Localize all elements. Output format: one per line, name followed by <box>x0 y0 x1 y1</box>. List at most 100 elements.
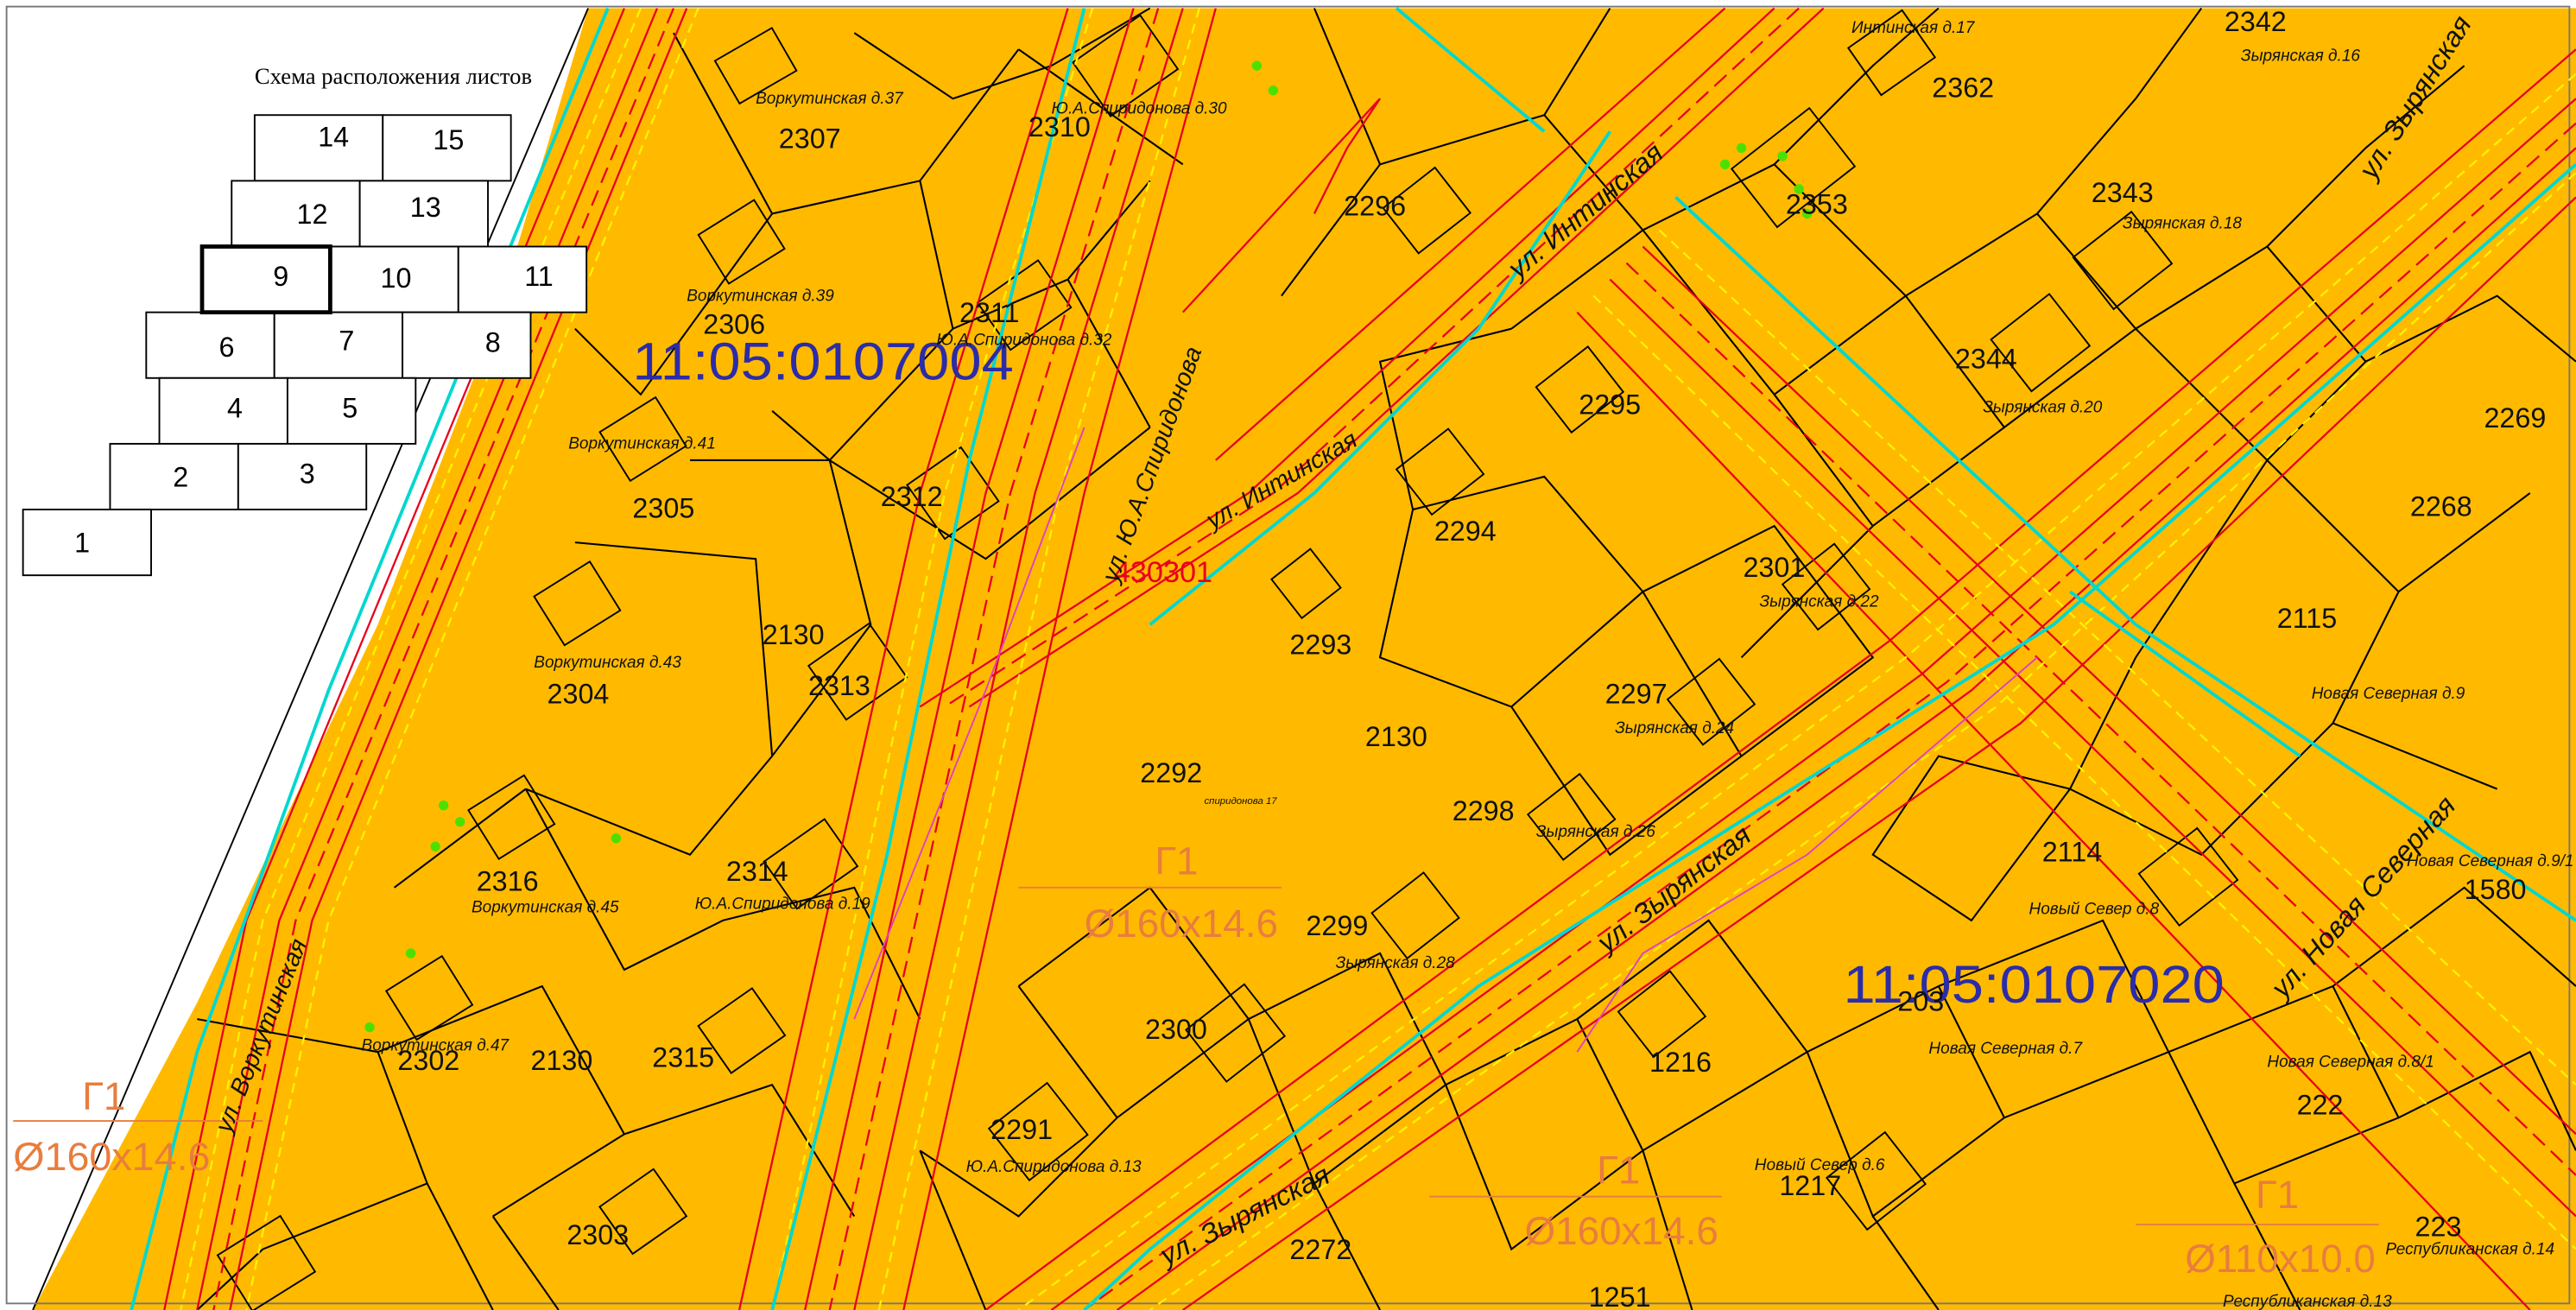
sheet-label: 2 <box>173 461 188 492</box>
address-label: Воркутинская д.37 <box>756 90 904 108</box>
address-label: Зырянская д.22 <box>1759 592 1878 611</box>
pipe-spec: Ø110x10.0 <box>2185 1237 2376 1281</box>
parcel-number: 2115 <box>2277 603 2338 634</box>
parcel-number: 2312 <box>881 481 943 512</box>
sheet-label: 3 <box>300 459 315 490</box>
parcel-number: 2306 <box>703 308 765 339</box>
sheet-label: 9 <box>273 261 288 292</box>
parcel-number: 2305 <box>632 493 694 524</box>
parcel-number: 1580 <box>2465 874 2527 905</box>
sheet-label: 7 <box>339 325 354 356</box>
parcel-number: 2344 <box>1955 343 2017 374</box>
parcel-boundaries <box>196 7 2576 1310</box>
parcel-number: 223 <box>2415 1211 2462 1242</box>
parcel-number: 2301 <box>1743 552 1805 583</box>
parcel-number: 2310 <box>1029 111 1091 142</box>
address-label: Воркутинская д.45 <box>472 898 619 916</box>
address-label: Новая Северная д.9 <box>2312 685 2465 703</box>
parcel-numbers: 2307 2310 2362 2342 2343 2296 2353 2306 … <box>397 6 2546 1310</box>
address-label: Новая Северная д.8/1 <box>2267 1053 2434 1071</box>
pink-line <box>853 427 2038 1053</box>
address-labels: Воркутинская д.37 Ю.А.Спиридонова д.30 И… <box>362 19 2574 1310</box>
parcel-number: 203 <box>1897 986 1944 1017</box>
address-label: Зырянская д.28 <box>1336 954 1455 972</box>
sheet-label: 4 <box>227 392 243 423</box>
pipe-spec: Ø160x14.6 <box>1524 1209 1718 1253</box>
address-label: Новая Северная д.9/1 <box>2407 852 2573 870</box>
address-label: Новый Север д.6 <box>1755 1156 1885 1174</box>
address-label: Республиканская д.14 <box>2385 1240 2554 1258</box>
parcel-number: 2299 <box>1306 910 1368 941</box>
highlighted-sheet <box>199 244 332 315</box>
parcel-number: 2342 <box>2225 6 2287 37</box>
sheet-label: 1 <box>74 528 90 559</box>
address-label: Ю.А.Спиридонова д.32 <box>936 332 1111 350</box>
address-label: Ю.А.Спиридонова д.30 <box>1052 99 1227 117</box>
parcel-number: 2303 <box>566 1219 629 1250</box>
utility-lines <box>130 7 2576 1310</box>
cadastral-block-number: 11:05:0107004 <box>632 332 1013 391</box>
project-code: 430301 <box>1114 556 1212 589</box>
sheet-label: 10 <box>381 263 412 294</box>
pipe-label: Г1 <box>2256 1173 2299 1217</box>
sheet-label: 12 <box>296 199 327 230</box>
sheet-label: 8 <box>485 326 501 358</box>
sheet-scheme-title: Схема расположения листов <box>255 63 532 89</box>
parcel-number: 1217 <box>1779 1170 1841 1201</box>
vegetation-marks <box>364 60 1813 1033</box>
parcel-number: 2297 <box>1605 679 1668 710</box>
pipe-annotations: Г1 Ø160x14.6 Г1 Ø160x14.6 Г1 Ø160x14.6 Г… <box>13 839 2379 1281</box>
parcel-number: 2295 <box>1579 389 1641 421</box>
parcel-number: 2130 <box>763 619 825 650</box>
address-label: Воркутинская д.43 <box>534 654 681 672</box>
pipe-spec: Ø160x14.6 <box>13 1135 210 1179</box>
sheet-scheme: Схема расположения листов 14 15 12 13 9 … <box>22 63 588 577</box>
parcel-number: 2268 <box>2410 491 2472 522</box>
parcel-number: 2291 <box>991 1114 1053 1145</box>
sheet-label: 13 <box>410 192 441 223</box>
parcel-number: 2292 <box>1140 757 1202 788</box>
parcel-number: 2353 <box>1786 188 1848 219</box>
cadastral-block-number: 11:05:0107020 <box>1844 955 2225 1014</box>
parcel-number: 2296 <box>1344 190 1406 221</box>
sheet-label: 11 <box>524 261 554 292</box>
cadastral-block-labels: 11:05:0107004 11:05:0107020 <box>632 332 2224 1014</box>
address-label: Воркутинская д.47 <box>362 1036 510 1054</box>
parcel-number: 2315 <box>652 1041 714 1073</box>
parcel-number: 2314 <box>726 856 788 887</box>
address-label: Республиканская д.13 <box>2223 1293 2392 1310</box>
parcel-number: 2130 <box>1365 721 1427 752</box>
parcel-number: 2362 <box>1932 72 1994 103</box>
parcel-number: 1216 <box>1649 1047 1712 1078</box>
sheet-label: 6 <box>219 332 235 363</box>
address-label: Интинская д.17 <box>1851 19 1976 37</box>
address-label: Зырянская д.26 <box>1536 823 1655 841</box>
parcel-number: 222 <box>2297 1089 2344 1120</box>
parcel-number: 2269 <box>2484 402 2546 434</box>
address-label: Воркутинская д.39 <box>687 287 834 305</box>
parcel-number: 2293 <box>1289 630 1351 661</box>
address-label: Зырянская д.24 <box>1615 719 1734 737</box>
address-label: Воркутинская д.41 <box>568 435 716 453</box>
parcel-number: 2304 <box>547 679 610 710</box>
parcel-number: 2316 <box>477 866 539 897</box>
sheet-label: 15 <box>433 124 464 155</box>
pipe-spec: Ø160x14.6 <box>1085 902 1278 946</box>
parcel-number: 2343 <box>2092 177 2154 208</box>
address-label: спиридонова 17 <box>1204 796 1277 807</box>
address-label: Ю.А.Спиридонова д.19 <box>695 895 870 914</box>
parcel-number: 2114 <box>2042 836 2103 867</box>
parcel-number: 2313 <box>808 670 870 701</box>
address-label: Новая Северная д.7 <box>1928 1040 2083 1058</box>
pipe-label: Г1 <box>1597 1148 1640 1192</box>
address-label: Зырянская д.16 <box>2241 47 2360 65</box>
parcel-number: 2298 <box>1453 795 1515 826</box>
road-lines <box>163 7 2576 1310</box>
address-label: Зырянская д.20 <box>1983 399 2102 417</box>
parcel-number: 2294 <box>1434 516 1497 547</box>
address-label: Ю.А.Спиридонова д.13 <box>966 1158 1142 1176</box>
pipe-label: Г1 <box>82 1074 125 1118</box>
address-label: Новый Север д.8 <box>2029 900 2159 918</box>
